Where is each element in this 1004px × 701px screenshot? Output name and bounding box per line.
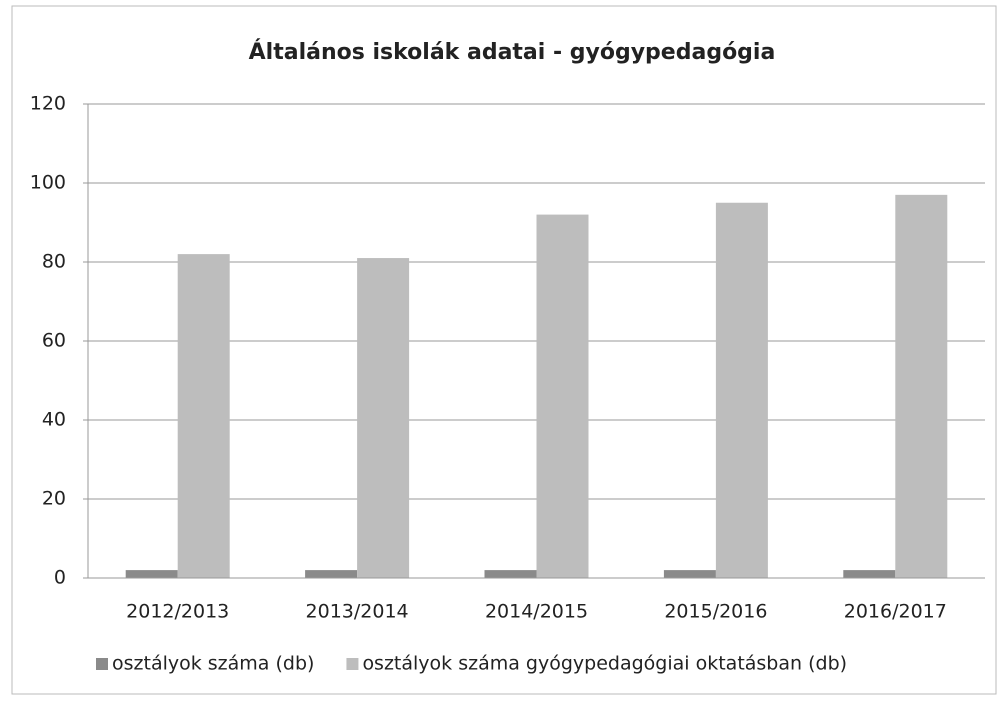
y-tick-label: 0 (54, 567, 66, 589)
chart-title: Általános iskolák adatai - gyógypedagógi… (249, 39, 776, 65)
bar (536, 214, 589, 578)
legend-swatch (96, 658, 108, 670)
y-tick-label: 100 (30, 172, 66, 194)
x-tick-label: 2014/2015 (485, 601, 588, 623)
y-tick-label: 60 (42, 330, 66, 352)
x-tick-label: 2012/2013 (126, 601, 229, 623)
legend-swatch (346, 658, 359, 670)
y-tick-label: 80 (42, 251, 66, 273)
bar (357, 258, 410, 578)
bar (715, 202, 768, 578)
bar (663, 570, 716, 578)
bar (843, 570, 896, 578)
x-tick-label: 2015/2016 (664, 601, 767, 623)
y-tick-label: 120 (30, 93, 66, 115)
bar (177, 254, 230, 578)
x-tick-label: 2016/2017 (844, 601, 947, 623)
legend-label: osztályok száma gyógypedagógiai oktatásb… (362, 653, 847, 675)
y-tick-label: 20 (42, 488, 66, 510)
y-tick-label: 40 (42, 409, 66, 431)
bar (305, 570, 358, 578)
x-tick-label: 2013/2014 (306, 601, 409, 623)
bar (484, 570, 537, 578)
bar (125, 570, 178, 578)
chart-frame (11, 5, 997, 695)
bar (895, 194, 948, 578)
legend-label: osztályok száma (db) (112, 653, 314, 675)
